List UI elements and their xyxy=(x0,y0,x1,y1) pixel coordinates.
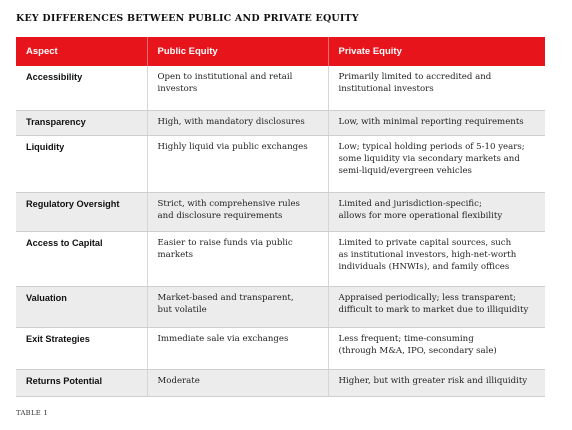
table-caption: TABLE 1 xyxy=(16,409,49,417)
header-public-equity: Public Equity xyxy=(146,37,328,66)
comparison-table: Aspect Public Equity Private Equity Acce… xyxy=(16,37,545,397)
aspect-cell: Regulatory Oversight xyxy=(16,192,147,232)
private-cell: Higher, but with greater risk and illiqu… xyxy=(327,369,545,397)
header-aspect: Aspect xyxy=(16,37,147,66)
private-cell: Limited to private capital sources, such… xyxy=(327,231,545,287)
aspect-cell: Returns Potential xyxy=(16,369,147,397)
public-cell: High, with mandatory disclosures xyxy=(146,110,328,136)
aspect-cell: Transparency xyxy=(16,110,147,136)
private-cell: Low; typical holding periods of 5-10 yea… xyxy=(327,135,545,193)
table-row: Valuation Market-based and transparent, … xyxy=(16,286,545,328)
public-cell: Highly liquid via public exchanges xyxy=(146,135,328,193)
aspect-cell: Accessibility xyxy=(16,66,147,111)
aspect-cell: Valuation xyxy=(16,286,147,328)
aspect-cell: Exit Strategies xyxy=(16,327,147,370)
table-header-row: Aspect Public Equity Private Equity xyxy=(16,37,545,66)
public-cell: Moderate xyxy=(146,369,328,397)
aspect-cell: Liquidity xyxy=(16,135,147,193)
public-cell: Strict, with comprehensive rules and dis… xyxy=(146,192,328,232)
private-cell: Low, with minimal reporting requirements xyxy=(327,110,545,136)
header-private-equity: Private Equity xyxy=(327,37,545,66)
public-cell: Easier to raise funds via public markets xyxy=(146,231,328,287)
table-row: Liquidity Highly liquid via public excha… xyxy=(16,135,545,193)
private-cell: Less frequent; time-consuming (through M… xyxy=(327,327,545,370)
page-title: KEY DIFFERENCES BETWEEN PUBLIC AND PRIVA… xyxy=(16,13,359,24)
table-row: Transparency High, with mandatory disclo… xyxy=(16,110,545,136)
table-row: Accessibility Open to institutional and … xyxy=(16,66,545,111)
private-cell: Limited and jurisdiction-specific; allow… xyxy=(327,192,545,232)
public-cell: Market-based and transparent, but volati… xyxy=(146,286,328,328)
table-row: Regulatory Oversight Strict, with compre… xyxy=(16,192,545,232)
table-row: Access to Capital Easier to raise funds … xyxy=(16,231,545,287)
public-cell: Immediate sale via exchanges xyxy=(146,327,328,370)
table-row: Exit Strategies Immediate sale via excha… xyxy=(16,327,545,370)
table-row: Returns Potential Moderate Higher, but w… xyxy=(16,369,545,397)
public-cell: Open to institutional and retail investo… xyxy=(146,66,328,111)
aspect-cell: Access to Capital xyxy=(16,231,147,287)
private-cell: Appraised periodically; less transparent… xyxy=(327,286,545,328)
private-cell: Primarily limited to accredited and inst… xyxy=(327,66,545,111)
